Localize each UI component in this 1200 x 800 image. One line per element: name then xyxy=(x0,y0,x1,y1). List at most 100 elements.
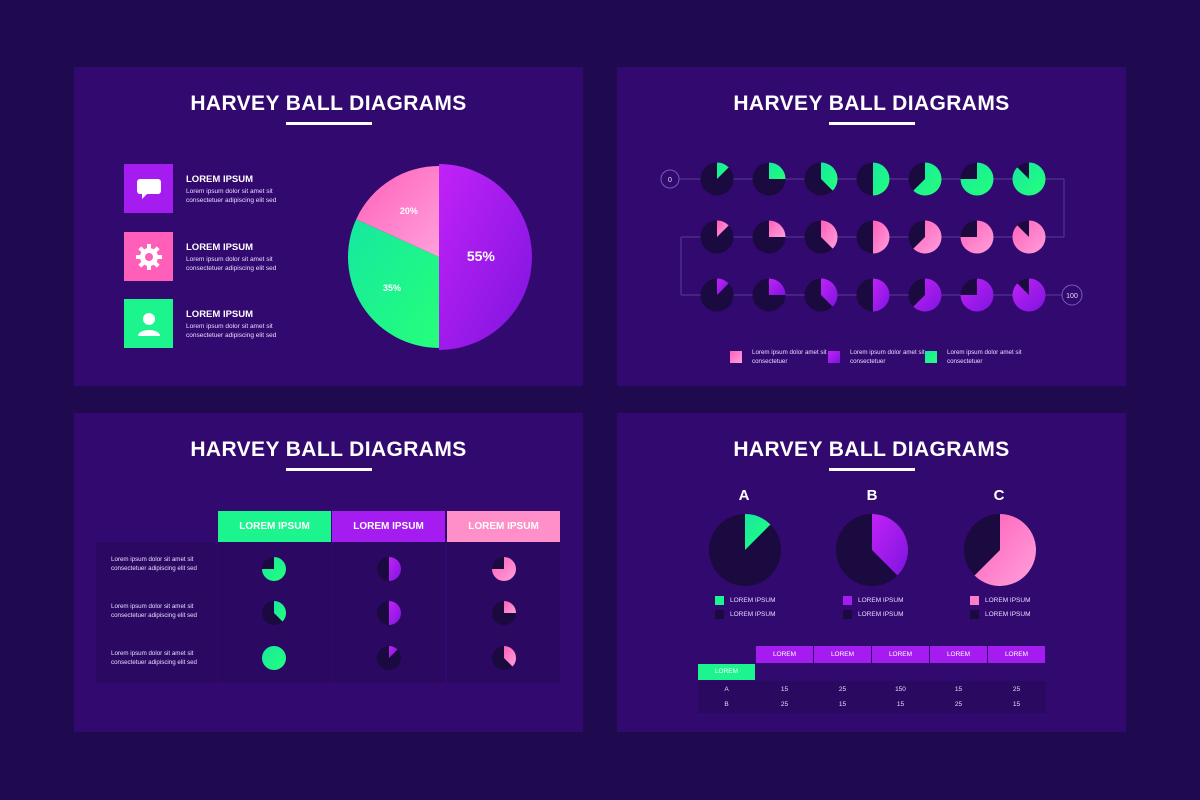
title-underline xyxy=(286,468,372,471)
harvey-ball xyxy=(908,162,942,196)
harvey-ball xyxy=(960,278,994,312)
harvey-ball xyxy=(261,646,286,670)
slide-title: HARVEY BALL DIAGRAMS xyxy=(190,92,467,115)
harvey-ball xyxy=(960,162,994,196)
harvey-ball-fill xyxy=(873,278,890,312)
harvey-ball-fill xyxy=(389,557,401,581)
legend-text: Lorem ipsum dolor amet sit consectetuer xyxy=(752,349,827,365)
column-header: LOREM IPSUM xyxy=(218,511,331,542)
harvey-ball-c xyxy=(964,514,1036,586)
harvey-ball xyxy=(752,278,786,312)
harvey-ball xyxy=(709,514,781,586)
chart-letter: C xyxy=(993,487,1005,504)
legend-text: LOREM IPSUM xyxy=(985,597,1031,604)
table-header: LOREM xyxy=(872,646,929,663)
title-underline xyxy=(286,122,372,125)
harvey-ball-fill xyxy=(389,646,398,658)
harvey-ball-fill xyxy=(769,278,786,295)
harvey-ball-fill xyxy=(504,646,516,667)
legend-text: LOREM IPSUM xyxy=(858,611,904,618)
legend-item: LOREM IPSUM xyxy=(843,609,933,621)
legend-item: LOREM IPSUM xyxy=(970,609,1060,621)
harvey-ball-fill xyxy=(913,220,942,254)
harvey-ball xyxy=(908,220,942,254)
harvey-ball-fill xyxy=(769,220,786,237)
legend-item: LOREM IPSUM Lorem ipsum dolor sit amet s… xyxy=(124,299,384,349)
start-marker xyxy=(660,169,680,189)
legend-item: LOREM IPSUM Lorem ipsum dolor sit amet s… xyxy=(124,164,384,214)
harvey-ball-fill xyxy=(974,514,1036,586)
harvey-ball-fill xyxy=(821,220,838,249)
legend-item: Lorem ipsum dolor amet sit consectetuer xyxy=(925,348,1030,370)
slide-pie-chart: HARVEY BALL DIAGRAMS LOREM IPSUM Lorem i… xyxy=(74,67,583,386)
harvey-ball-fill xyxy=(492,557,516,581)
legend-swatch xyxy=(730,351,742,363)
legend-swatch xyxy=(970,596,979,605)
row-label: Lorem ipsum dolor sit amet sit consectet… xyxy=(111,650,197,666)
harvey-ball-fill xyxy=(872,514,908,576)
table-cell: 25 xyxy=(1012,686,1021,693)
item-text: Lorem ipsum dolor sit amet sit consectet… xyxy=(186,323,277,339)
item-text: Lorem ipsum dolor sit amet sit consectet… xyxy=(186,188,277,204)
harvey-ball xyxy=(856,220,890,254)
row-label: Lorem ipsum dolor sit amet sit consectet… xyxy=(111,603,197,619)
harvey-ball xyxy=(964,514,1036,586)
harvey-ball xyxy=(752,220,786,254)
legend-swatch xyxy=(925,351,937,363)
table-cell: 15 xyxy=(1012,701,1021,708)
table-cell: 15 xyxy=(780,686,789,693)
harvey-ball xyxy=(960,220,994,254)
legend-swatch xyxy=(828,351,840,363)
legend-text: LOREM IPSUM xyxy=(985,611,1031,618)
slide-harvey-ball-grid: HARVEY BALL DIAGRAMS 0 100 Lorem ipsum d… xyxy=(617,67,1126,386)
item-title: LOREM IPSUM xyxy=(186,242,254,253)
chat-icon xyxy=(124,164,173,213)
harvey-ball-fill xyxy=(389,601,401,625)
harvey-ball-fill xyxy=(1012,220,1046,254)
harvey-ball-fill xyxy=(745,514,771,550)
legend-item: LOREM IPSUM xyxy=(715,609,805,621)
harvey-ball xyxy=(1012,220,1046,254)
harvey-ball xyxy=(262,557,286,581)
row-label: A xyxy=(724,686,729,693)
title-underline xyxy=(829,122,915,125)
harvey-ball-fill xyxy=(821,278,838,307)
legend-swatch xyxy=(843,610,852,619)
harvey-ball xyxy=(377,601,401,625)
legend-text: LOREM IPSUM xyxy=(730,597,776,604)
legend-text: Lorem ipsum dolor amet sit consectetuer xyxy=(947,349,1022,365)
harvey-ball xyxy=(377,646,401,670)
table-cell: 25 xyxy=(838,686,847,693)
legend-swatch xyxy=(970,610,979,619)
harvey-ball-fill xyxy=(1012,278,1046,312)
row-label: B xyxy=(724,701,729,708)
harvey-ball-fill xyxy=(262,557,286,581)
start-label: 0 xyxy=(668,177,672,184)
legend-item: LOREM IPSUM xyxy=(715,595,805,607)
table-corner-label: LOREM xyxy=(698,664,755,680)
pie-chart: 55% 35% 20% xyxy=(347,164,532,350)
harvey-ball-fill xyxy=(261,646,286,670)
harvey-ball xyxy=(377,557,401,581)
harvey-ball xyxy=(700,278,734,312)
harvey-ball-fill xyxy=(769,162,786,179)
harvey-ball-fill xyxy=(1012,162,1046,196)
harvey-ball xyxy=(492,646,516,670)
harvey-ball xyxy=(856,162,890,196)
harvey-ball-fill xyxy=(960,220,994,254)
harvey-ball-grid: 0 100 xyxy=(660,162,1083,312)
harvey-ball xyxy=(908,278,942,312)
harvey-ball-b xyxy=(836,514,908,586)
end-marker xyxy=(1061,284,1083,306)
legend-item: LOREM IPSUM Lorem ipsum dolor sit amet s… xyxy=(124,232,384,282)
harvey-ball-fill xyxy=(960,162,994,196)
slide-title: HARVEY BALL DIAGRAMS xyxy=(190,438,467,461)
harvey-ball xyxy=(1012,162,1046,196)
table-cell: 15 xyxy=(954,686,963,693)
harvey-ball xyxy=(262,601,287,625)
item-text: Lorem ipsum dolor sit amet sit consectet… xyxy=(186,256,277,272)
pie-label: 20% xyxy=(400,206,418,216)
table-cell: 15 xyxy=(838,701,847,708)
table-balls xyxy=(261,557,516,670)
chart-letter: B xyxy=(866,487,878,504)
